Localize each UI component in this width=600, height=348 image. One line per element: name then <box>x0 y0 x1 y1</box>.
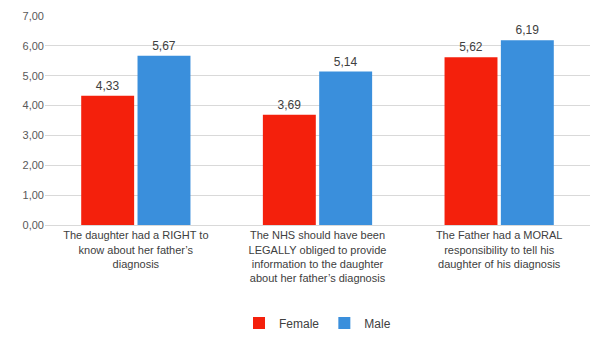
svg-text:5,67: 5,67 <box>152 39 176 53</box>
svg-text:Female: Female <box>279 317 319 331</box>
svg-text:3,69: 3,69 <box>277 98 301 112</box>
svg-text:5,14: 5,14 <box>334 55 358 69</box>
svg-text:6,19: 6,19 <box>515 23 539 37</box>
svg-text:0,00: 0,00 <box>23 219 44 231</box>
svg-text:5,00: 5,00 <box>23 70 44 82</box>
svg-text:The Father had a MORALresponsi: The Father had a MORALresponsibility to … <box>436 229 563 270</box>
svg-text:3,00: 3,00 <box>23 129 44 141</box>
svg-text:5,62: 5,62 <box>459 40 483 54</box>
svg-text:Male: Male <box>364 317 390 331</box>
svg-text:4,33: 4,33 <box>96 79 120 93</box>
svg-text:2,00: 2,00 <box>23 159 44 171</box>
svg-text:6,00: 6,00 <box>23 40 44 52</box>
svg-text:7,00: 7,00 <box>23 10 44 22</box>
svg-text:The daughter had a RIGHT tokno: The daughter had a RIGHT toknow about he… <box>63 229 208 270</box>
svg-text:4,00: 4,00 <box>23 99 44 111</box>
svg-text:The NHS should have beenLEGALL: The NHS should have beenLEGALLY obliged … <box>249 229 387 284</box>
svg-text:1,00: 1,00 <box>23 189 44 201</box>
